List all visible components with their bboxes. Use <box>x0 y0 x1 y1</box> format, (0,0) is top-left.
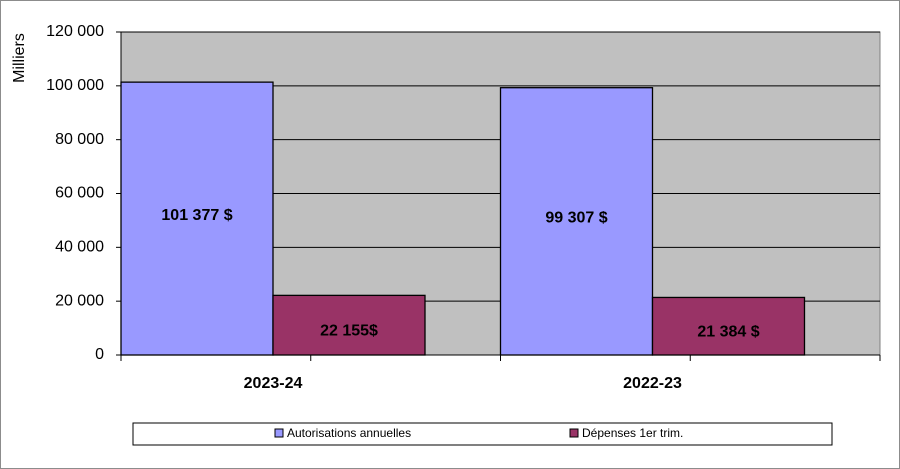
data-label: 22 155$ <box>320 322 378 339</box>
y-tick-labels: 0 20 000 40 000 60 000 80 000 100 000 120 000 <box>46 23 104 363</box>
category-label: 2023-24 <box>244 375 303 392</box>
y-tick-label: 80 000 <box>55 131 104 148</box>
legend-label: Autorisations annuelles <box>287 426 411 440</box>
legend-label: Dépenses 1er trim. <box>582 426 683 440</box>
category-label: 2022-23 <box>623 375 682 392</box>
y-tick-label: 100 000 <box>46 77 104 94</box>
bar <box>120 81 274 356</box>
bar <box>651 296 806 356</box>
bars <box>120 81 806 356</box>
data-label: 21 384 $ <box>697 323 759 340</box>
y-tick-label: 20 000 <box>55 292 104 309</box>
data-label: 99 307 $ <box>545 210 607 227</box>
data-label: 101 377 $ <box>161 207 232 224</box>
legend-swatch <box>274 428 284 438</box>
y-tick-label: 120 000 <box>46 23 104 40</box>
data-labels: 101 377 $ 22 155$ 99 307 $ 21 384 $ <box>161 207 759 341</box>
axes <box>116 31 881 361</box>
legend-swatch <box>569 428 579 438</box>
category-labels: 2023-24 2022-23 <box>244 375 682 392</box>
legend: Autorisations annuelles Dépenses 1er trim… <box>132 422 833 446</box>
y-tick-label: 40 000 <box>55 239 104 256</box>
legend-box <box>132 422 833 446</box>
y-tick-label: 60 000 <box>55 185 104 202</box>
bar <box>272 294 426 356</box>
y-axis-label: Milliers <box>11 33 28 83</box>
y-tick-label: 0 <box>95 346 104 363</box>
bar <box>499 87 654 356</box>
